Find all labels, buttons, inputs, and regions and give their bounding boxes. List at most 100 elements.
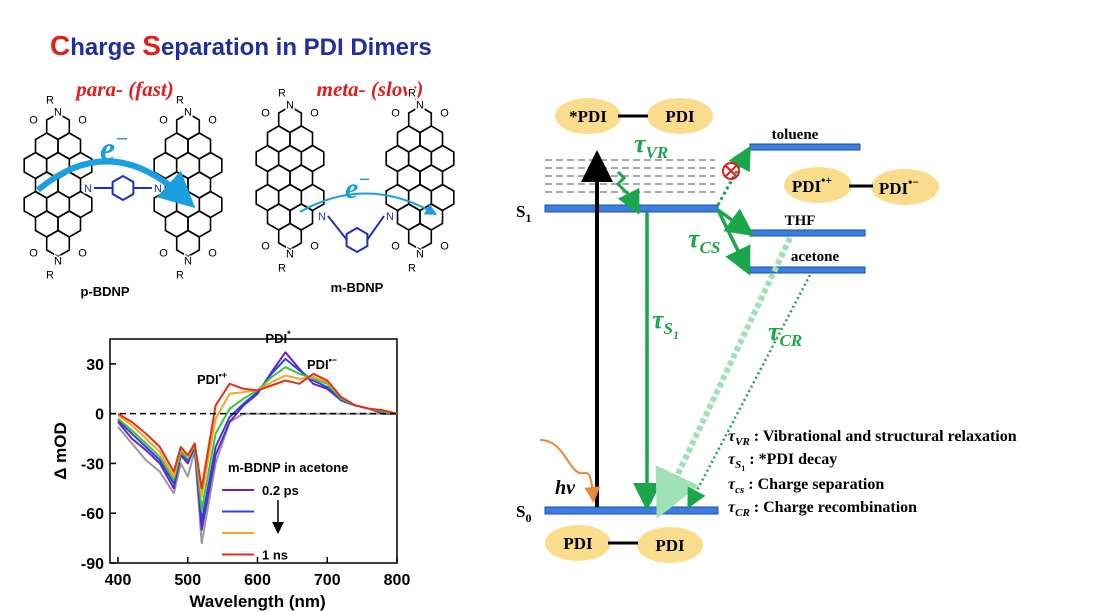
cs-level	[749, 266, 866, 274]
atom-label: N	[318, 211, 326, 223]
x-tick-label: 800	[384, 572, 411, 589]
atom-label: O	[29, 248, 38, 260]
atom-label: O	[391, 108, 400, 120]
atom-label: O	[310, 241, 319, 253]
annotation-sup: •−	[329, 355, 337, 365]
legend-label: 1 ns	[262, 548, 288, 563]
state-label: PDI	[655, 536, 685, 555]
spectrum-line	[117, 351, 397, 531]
atom-label: N	[416, 249, 424, 261]
solvent: toluene	[772, 127, 819, 143]
atom-label: N	[154, 183, 162, 195]
y-tick-label: -90	[81, 556, 104, 573]
photon-label: hν	[555, 477, 576, 499]
y-tick-label: 30	[86, 357, 104, 374]
spectrum-chart: -90 -60 -30 0 30 400 500 600 700 800 Wavelength (n…	[51, 329, 410, 611]
molecule-label: meta- (slow)	[317, 77, 424, 101]
solvent: THF	[785, 213, 816, 229]
state-ellipse	[637, 527, 703, 563]
atom-label: O	[440, 241, 449, 253]
spectrum-line	[117, 357, 398, 523]
linker-bond	[327, 215, 348, 241]
cs-arrow	[716, 209, 751, 276]
state-ellipse	[555, 98, 621, 134]
y-tick-label: -60	[81, 506, 104, 523]
ion-label: PDI•−	[879, 175, 919, 198]
energy-diagram: *PDI PDI PDI PDI PDI•+ PDI•− toluene THF…	[516, 98, 1017, 563]
atom-label: R	[278, 263, 286, 275]
plot-frame	[109, 338, 398, 564]
x-tick-label: 700	[314, 572, 341, 589]
spectrum-line	[117, 372, 398, 490]
annotation: PDI•+	[197, 370, 227, 387]
y-axis-title: Δ mOD	[51, 422, 70, 480]
annotation-base: PDI	[197, 372, 219, 387]
linker-bond	[366, 215, 385, 241]
atom-label: O	[208, 115, 217, 127]
atom-label: R	[408, 88, 416, 100]
x-axis-title: Wavelength (nm)	[189, 592, 325, 611]
atom-label: O	[310, 108, 319, 120]
state-label: *PDI	[569, 107, 607, 126]
x-tick-label: 400	[105, 572, 132, 589]
rate-key: τVR : Vibrational and structural relaxat…	[728, 428, 1017, 519]
electron: e−	[100, 126, 128, 168]
ring	[175, 229, 201, 258]
atom-label: N	[84, 183, 92, 195]
atom-label: R	[176, 95, 184, 107]
cs-level	[749, 229, 866, 237]
cr-arrow	[687, 274, 812, 509]
atom-label: N	[54, 256, 62, 268]
svg-text:τVR : Vibrational and structur: τVR : Vibrational and structural relaxat…	[728, 428, 1017, 448]
ring	[45, 229, 71, 258]
annotation: PDI*	[265, 329, 291, 346]
svg-text:τVR: τVR	[634, 129, 668, 162]
atom-label: N	[416, 100, 424, 112]
relaxation-arrow	[615, 170, 640, 215]
annotation-base: PDI	[307, 357, 329, 372]
spectrum-line	[117, 366, 398, 511]
x-tick-label: 600	[244, 572, 271, 589]
s0-level	[544, 506, 719, 515]
atom-label: N	[386, 211, 394, 223]
cs-arrow	[716, 208, 755, 237]
level-label: S0	[516, 502, 531, 525]
legend-title: m-BDNP in acetone	[228, 460, 348, 475]
atom-label: O	[261, 108, 270, 120]
vibrational-levels	[545, 159, 715, 193]
title: Charge Separation in PDI Dimers	[50, 30, 432, 61]
s1-level	[544, 204, 719, 213]
svg-text:τCR: τCR	[768, 317, 802, 350]
electron-arrow	[299, 192, 438, 215]
state-label: PDI	[665, 107, 695, 126]
x-tick-label: 500	[174, 572, 201, 589]
solvent: acetone	[791, 249, 840, 265]
y-tick-label: -30	[81, 456, 104, 473]
svg-text:τCS: τCS	[688, 224, 720, 257]
atom-label: O	[261, 241, 270, 253]
y-tick-label: 0	[95, 407, 104, 424]
state-ellipse	[545, 525, 611, 561]
state-ellipse	[784, 167, 852, 203]
atom-label: O	[159, 248, 168, 260]
ion-label: PDI•+	[792, 173, 832, 196]
atom-label: N	[184, 107, 192, 119]
legend-label: 0.2 ps	[262, 483, 299, 498]
atom-label: R	[278, 88, 286, 100]
cs-level	[749, 143, 861, 151]
spectrum-line	[117, 412, 397, 545]
atom-label: N	[184, 256, 192, 268]
state-label: PDI	[563, 534, 593, 553]
state-ellipse	[647, 98, 713, 134]
atom-label: O	[208, 248, 217, 260]
atom-label: R	[46, 95, 54, 107]
svg-text:τcs : Charge separation: τcs : Charge separation	[728, 476, 884, 496]
annotation: PDI•−	[307, 355, 337, 372]
atom-label: O	[29, 115, 38, 127]
ring	[407, 222, 433, 251]
electron-arrow	[36, 158, 196, 209]
atom-label: N	[286, 249, 294, 261]
annotation-sup: •+	[219, 370, 227, 380]
